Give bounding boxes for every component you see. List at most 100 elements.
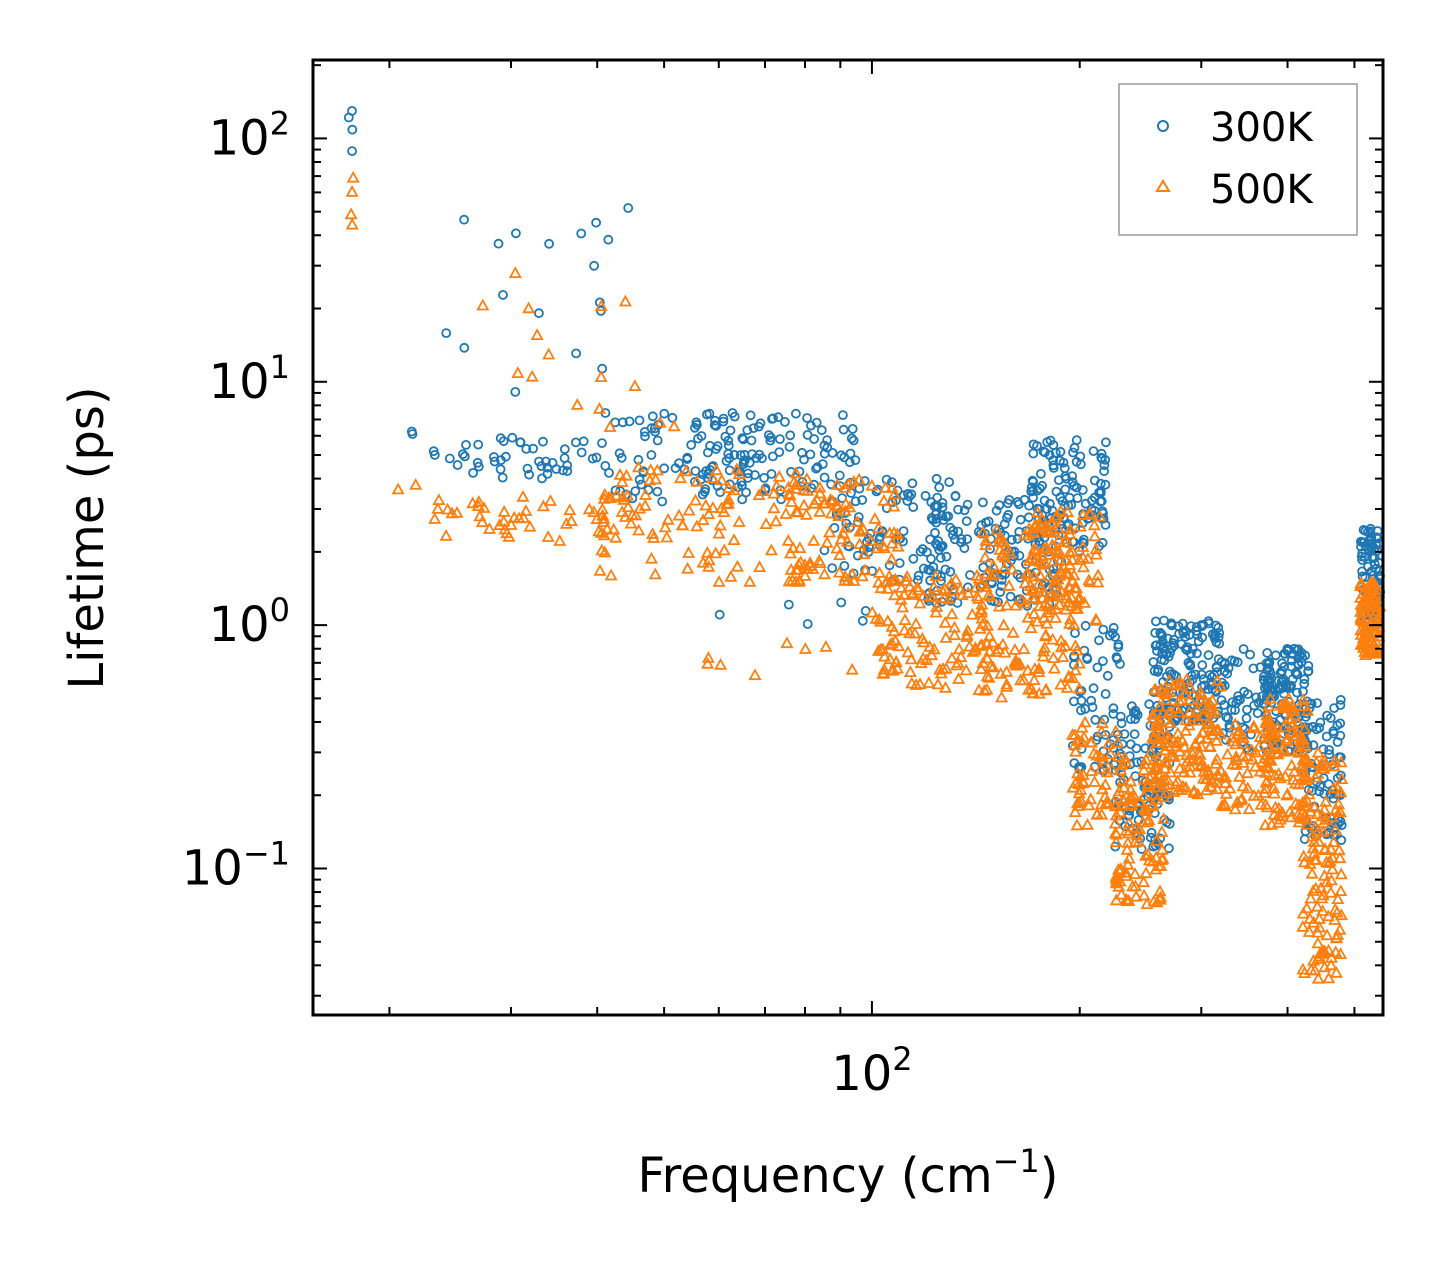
point-500k xyxy=(974,605,988,618)
point-500k xyxy=(1067,618,1081,630)
point-500k xyxy=(1070,818,1084,831)
point-500k xyxy=(1040,616,1054,629)
point-300k xyxy=(444,453,455,464)
point-300k xyxy=(473,439,484,450)
point-300k xyxy=(1007,534,1017,545)
point-300k xyxy=(847,423,858,434)
point-300k xyxy=(944,477,955,488)
point-500k xyxy=(1209,757,1223,769)
point-500k xyxy=(929,605,943,618)
point-300k xyxy=(534,308,544,319)
point-300k xyxy=(1067,477,1078,488)
point-500k xyxy=(881,582,895,594)
point-300k xyxy=(759,472,769,483)
point-500k xyxy=(1121,857,1135,870)
point-500k xyxy=(1094,762,1108,775)
point-500k xyxy=(807,534,821,546)
point-300k xyxy=(994,500,1005,511)
point-500k xyxy=(1183,680,1197,693)
point-300k xyxy=(1100,689,1111,699)
point-300k xyxy=(1191,626,1202,636)
point-300k xyxy=(739,449,750,460)
point-500k xyxy=(1083,575,1097,588)
point-300k xyxy=(1064,492,1075,503)
point-300k xyxy=(773,412,784,423)
point-500k xyxy=(1309,853,1323,866)
point-300k xyxy=(659,408,670,419)
point-500k xyxy=(1073,769,1088,782)
point-500k xyxy=(1309,881,1323,894)
point-500k xyxy=(1113,805,1127,818)
point-300k xyxy=(1152,666,1163,677)
point-300k xyxy=(489,456,500,467)
point-500k xyxy=(1028,592,1042,605)
point-500k xyxy=(1104,747,1118,760)
point-500k xyxy=(598,487,612,500)
point-500k xyxy=(431,502,445,514)
y-tick-label: 10−1 xyxy=(182,834,290,896)
point-500k xyxy=(1161,732,1175,744)
point-300k xyxy=(407,429,418,439)
point-500k xyxy=(1025,591,1039,603)
legend-marker-500k xyxy=(1155,179,1171,192)
point-300k xyxy=(784,441,795,452)
point-500k xyxy=(582,502,596,515)
point-500k xyxy=(945,651,959,664)
point-500k xyxy=(938,615,952,628)
point-300k xyxy=(811,417,822,428)
point-500k xyxy=(877,662,891,675)
point-500k xyxy=(872,521,886,533)
point-300k xyxy=(775,434,785,445)
point-300k xyxy=(1252,708,1263,719)
point-500k xyxy=(1242,802,1256,815)
point-300k xyxy=(1335,695,1346,705)
point-500k xyxy=(1155,825,1169,837)
point-500k xyxy=(1061,505,1075,518)
point-500k xyxy=(613,468,627,480)
point-500k xyxy=(1012,657,1026,670)
point-300k xyxy=(511,228,521,239)
point-500k xyxy=(1204,780,1218,792)
point-500k xyxy=(945,607,959,620)
point-500k xyxy=(1074,794,1088,806)
y-tick-base: 10 xyxy=(209,110,270,166)
point-300k xyxy=(1080,498,1091,509)
point-500k xyxy=(952,642,966,655)
point-500k xyxy=(721,492,736,505)
point-500k xyxy=(595,502,609,515)
point-300k xyxy=(729,411,740,422)
point-500k xyxy=(587,505,601,517)
point-300k xyxy=(978,497,988,508)
point-500k xyxy=(715,473,729,486)
point-500k xyxy=(712,526,726,539)
point-300k xyxy=(753,421,764,432)
point-500k xyxy=(800,472,814,485)
point-500k xyxy=(900,574,914,587)
y-tick-base: 10 xyxy=(209,597,270,653)
point-500k xyxy=(1009,598,1023,611)
y-tick-label: 100 xyxy=(209,591,290,653)
point-500k xyxy=(1158,761,1172,774)
point-500k xyxy=(1046,651,1060,663)
point-300k xyxy=(838,410,848,421)
point-500k xyxy=(1062,670,1076,683)
point-300k xyxy=(522,463,533,474)
point-500k xyxy=(1157,772,1171,785)
point-300k xyxy=(591,217,601,228)
point-500k xyxy=(1049,542,1063,555)
point-500k xyxy=(493,518,507,530)
point-500k xyxy=(439,529,453,541)
point-300k xyxy=(937,510,947,521)
point-500k xyxy=(877,649,892,662)
point-500k xyxy=(615,475,629,487)
point-500k xyxy=(843,500,857,513)
point-500k xyxy=(794,555,808,568)
point-500k xyxy=(1044,603,1058,615)
point-500k xyxy=(1022,682,1036,695)
point-500k xyxy=(855,569,869,582)
point-500k xyxy=(949,658,964,671)
point-500k xyxy=(874,581,888,594)
point-500k xyxy=(1297,699,1311,712)
point-300k xyxy=(839,561,850,571)
